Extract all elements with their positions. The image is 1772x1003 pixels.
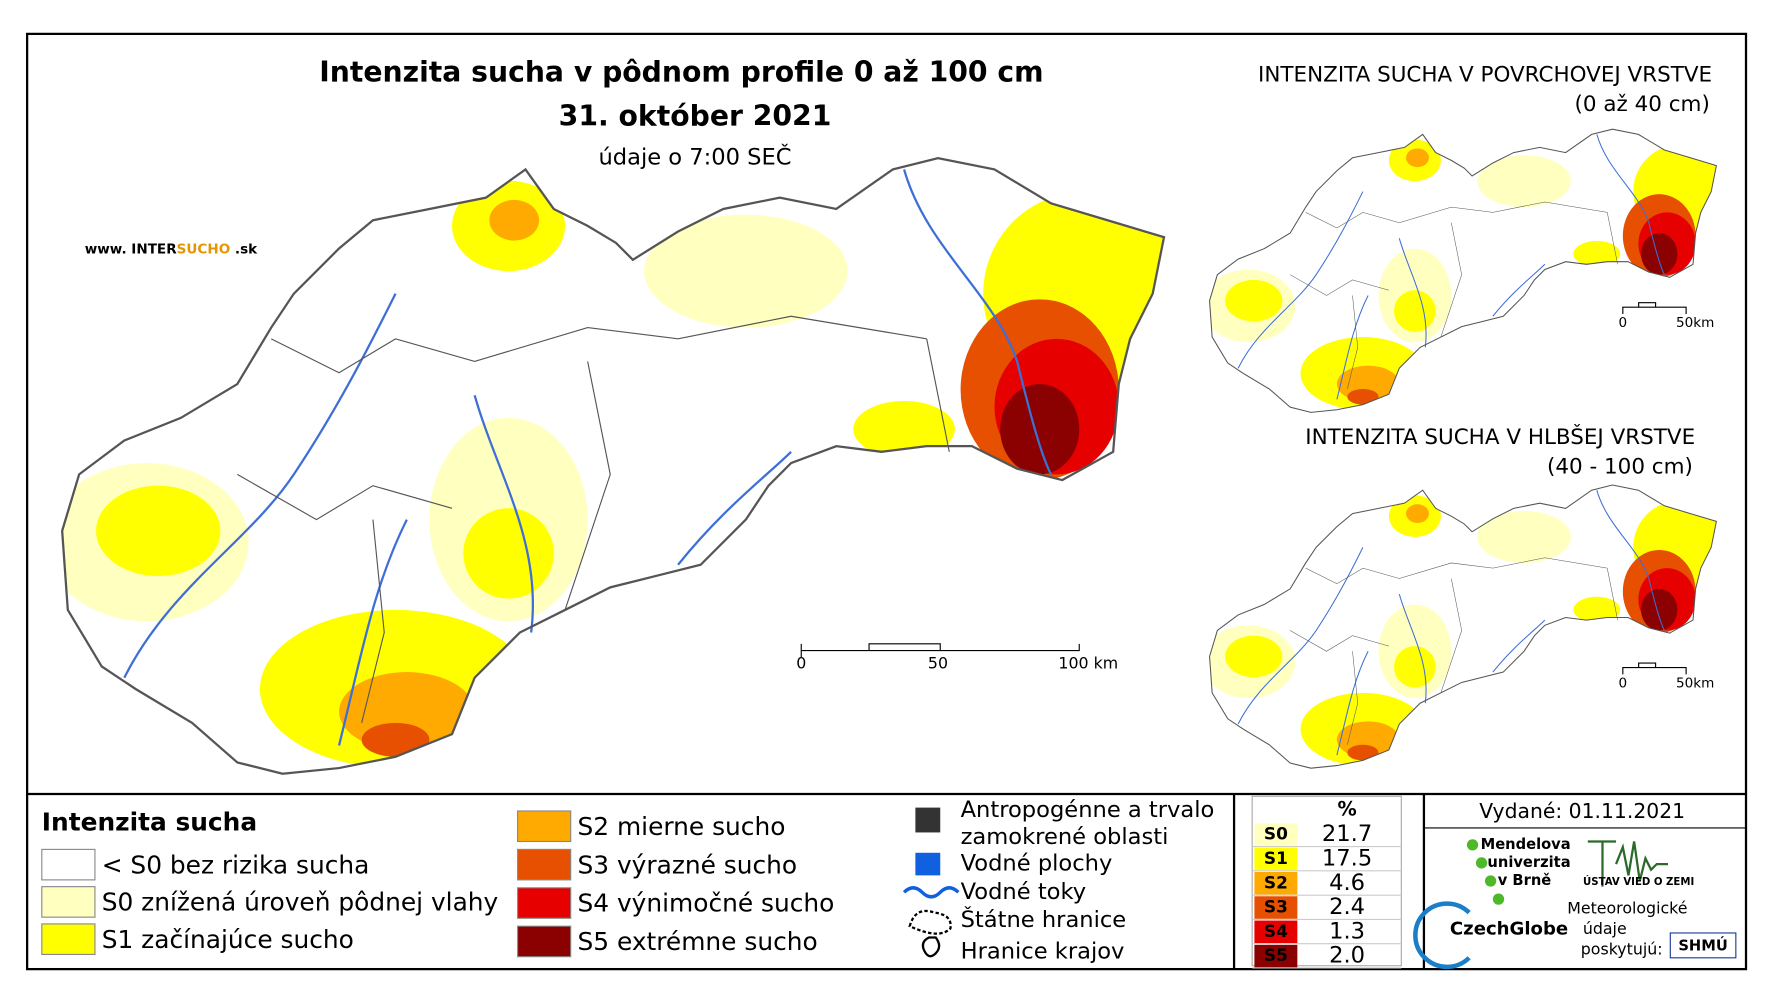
class-label: S3: [1264, 897, 1288, 917]
class-label: S4: [1264, 921, 1288, 941]
table-border: [1251, 795, 1402, 967]
czechglobe-arc: [1413, 901, 1471, 970]
class-cell: [1254, 823, 1298, 846]
logo-text: www. INTER: [85, 242, 177, 258]
symbol-region: [921, 936, 941, 958]
logo-text: Mendelova: [1481, 836, 1571, 853]
logo-text: ÚSTAV VIED O ZEMI: [1583, 875, 1694, 888]
legend-label: S5 extrémne sucho: [577, 927, 817, 956]
symbol-label: zamokrené oblasti: [961, 823, 1169, 849]
logo-text: SHMÚ: [1678, 937, 1727, 955]
legend-swatch: [41, 923, 96, 955]
symbol-water: [915, 852, 941, 876]
legend-swatch: [41, 848, 96, 881]
symbol-label: Vodné plochy: [961, 851, 1113, 877]
class-label: S0: [1264, 824, 1288, 844]
legend-label: S4 výnimočné sucho: [577, 889, 834, 918]
percent-value: 17.5: [1322, 845, 1372, 871]
logo-text: v Brně: [1498, 872, 1552, 889]
legend-label: S0 znížená úroveň pôdnej vlahy: [102, 888, 499, 917]
inset-subtitle: (40 - 100 cm): [1547, 455, 1693, 480]
ustav-logo: [1587, 840, 1669, 887]
symbol-border: [908, 909, 952, 935]
scale-label: 50km: [1676, 675, 1714, 691]
symbol-label: Antropogénne a trvalo zamokrené oblasti: [961, 796, 1215, 849]
credit-text: Meteorologické: [1567, 899, 1687, 918]
legend-label: S1 začínajúce sucho: [102, 925, 354, 954]
scale-bar: [800, 643, 1080, 658]
logo: www. INTERSUCHO .sk: [85, 242, 258, 258]
class-cell: [1254, 896, 1298, 919]
map-subtitle: údaje o 7:00 SEČ: [598, 143, 791, 171]
symbol-urban: [915, 807, 941, 833]
percent-value: 2.0: [1329, 943, 1365, 969]
percent-value: 4.6: [1329, 870, 1365, 896]
scale-label: 50: [928, 654, 948, 673]
class-label: S5: [1264, 945, 1288, 965]
percent-value: 2.4: [1329, 894, 1365, 920]
class-label: S1: [1264, 848, 1288, 868]
scale-label: 0: [1619, 315, 1628, 331]
scale-label: 50km: [1676, 315, 1714, 331]
legend-swatch: [517, 887, 572, 919]
inset-title: INTENZITA SUCHA V POVRCHOVEJ VRSTVE: [1258, 63, 1712, 88]
logo-text: .sk: [230, 242, 258, 258]
scale-label: 100 km: [1058, 654, 1118, 673]
symbol-label: Hranice krajov: [961, 939, 1125, 965]
scale-bar: [1622, 302, 1687, 315]
legend-swatch: [41, 886, 96, 918]
table-header: %: [1337, 797, 1356, 820]
legend-swatch: [517, 848, 572, 881]
legend-swatch: [517, 925, 572, 958]
logo-text: SUCHO: [177, 242, 231, 258]
symbol-river: [902, 886, 960, 899]
logo-text: CzechGlobe: [1450, 919, 1568, 940]
legend-label: S2 mierne sucho: [577, 812, 785, 841]
legend-swatch: [517, 810, 572, 843]
percent-value: 1.3: [1329, 918, 1365, 944]
inset-map: [1202, 129, 1727, 412]
scale-bar: [1622, 662, 1687, 675]
map-date: 31. október 2021: [559, 99, 832, 132]
legend-label: S3 výrazné sucho: [577, 850, 797, 879]
scale-label: 0: [796, 654, 806, 673]
mendel-dots: [1466, 839, 1505, 905]
stats-table: % S0 21.7 S1 17.5 S2 4.6 S3 2.4 S4 1.3 S5 2.0: [1251, 795, 1402, 969]
credit-text: poskytujú:: [1581, 939, 1663, 958]
shmu-logo: [1669, 932, 1737, 959]
frame: [25, 32, 1748, 971]
scale-label: 0: [1619, 675, 1628, 691]
percent-value: 21.7: [1322, 821, 1372, 847]
logo-text: univerzita: [1487, 854, 1570, 871]
legend-title: Intenzita sucha: [42, 807, 257, 836]
class-label: S2: [1264, 872, 1288, 892]
class-cell: [1254, 944, 1298, 968]
class-cell: [1254, 871, 1298, 895]
legend: < S0 bez rizika sucha S0 znížená úroveň p…: [41, 810, 834, 958]
issued: Vydané: 01.11.2021: [1479, 799, 1685, 823]
symbol-label: Vodné toky: [961, 879, 1087, 905]
inset-subtitle: (0 až 40 cm): [1575, 92, 1710, 117]
class-cell: [1254, 920, 1298, 944]
symbol-label: Štátne hranice: [961, 905, 1127, 933]
inset-map: [1202, 485, 1727, 768]
inset-title: INTENZITA SUCHA V HLBŠEJ VRSTVE: [1305, 424, 1695, 450]
class-cell: [1254, 847, 1298, 871]
map-title: Intenzita sucha v pôdnom profile 0 až 10…: [319, 55, 1043, 88]
legend-label: < S0 bez rizika sucha: [102, 850, 370, 879]
symbol-label: Antropogénne a trvalo: [961, 796, 1215, 822]
credit-text: údaje: [1583, 919, 1627, 938]
